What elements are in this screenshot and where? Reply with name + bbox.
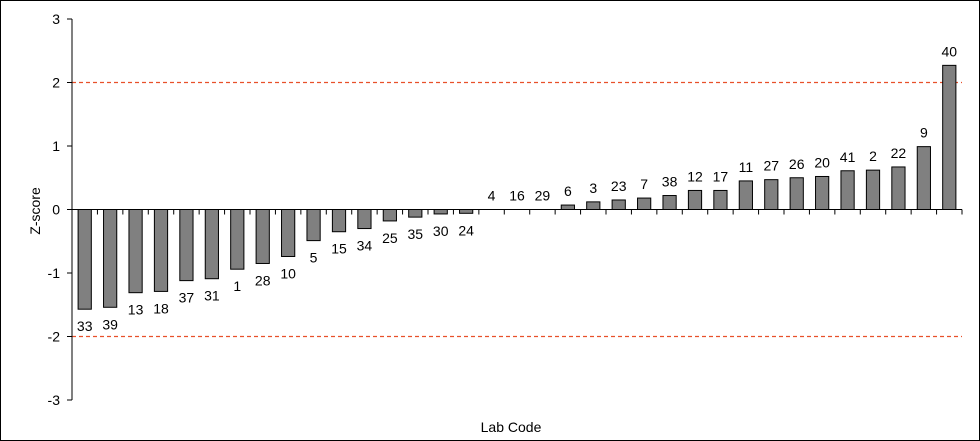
bar <box>713 189 728 210</box>
y-tick-label: -1 <box>48 265 61 281</box>
bar-data-label: 9 <box>920 125 928 141</box>
bar-data-label: 5 <box>310 250 318 266</box>
bar <box>942 64 957 211</box>
bar-data-label: 13 <box>128 302 144 318</box>
bar <box>865 169 881 211</box>
bar <box>891 166 906 210</box>
bar <box>459 209 474 214</box>
bar <box>357 209 372 230</box>
y-tick-label: -3 <box>48 392 61 408</box>
bar-data-label: 23 <box>611 178 627 194</box>
bar <box>153 209 169 292</box>
y-tick-label: -2 <box>48 329 61 345</box>
bar <box>560 204 575 210</box>
bar-data-label: 12 <box>687 168 703 184</box>
bar <box>230 209 245 270</box>
bar <box>815 175 830 210</box>
bar <box>281 209 296 257</box>
bar-data-label: 28 <box>255 272 271 288</box>
bar <box>764 179 779 210</box>
reference-lines <box>72 81 962 338</box>
bar-data-label: 17 <box>713 168 729 184</box>
bar <box>204 209 219 280</box>
bar <box>433 209 448 215</box>
bar-data-label: 38 <box>662 174 678 190</box>
bar-data-label: 4 <box>488 188 496 204</box>
bar <box>331 209 347 233</box>
bar <box>128 209 143 294</box>
bar-data-label: 10 <box>280 265 296 281</box>
bar-data-label: 26 <box>789 156 805 172</box>
bar-data-label: 29 <box>535 188 551 204</box>
bar-data-label: 2 <box>869 148 877 164</box>
bars <box>77 64 957 310</box>
bar <box>382 209 397 222</box>
bar <box>255 209 270 264</box>
bar-data-label: 16 <box>509 188 525 204</box>
bar-data-label: 35 <box>407 226 423 242</box>
x-axis-title: Lab Code <box>481 419 542 435</box>
bar <box>789 177 804 210</box>
bar <box>662 195 677 210</box>
bar-data-label: 31 <box>204 288 220 304</box>
bar <box>306 209 321 242</box>
bar <box>687 189 703 210</box>
bar-data-label: 34 <box>357 238 373 254</box>
bar <box>738 180 753 211</box>
bar <box>611 199 626 211</box>
y-axis-title: Z-score <box>27 187 43 235</box>
bar-data-label: 22 <box>891 145 907 161</box>
bar <box>179 209 194 282</box>
bar <box>840 170 855 210</box>
bar <box>77 209 92 310</box>
bar-data-label: 37 <box>179 290 195 306</box>
bar-data-label: 40 <box>941 43 957 59</box>
bar-data-label: 11 <box>739 159 754 175</box>
bar-data-label: 30 <box>433 223 449 239</box>
bar-data-label: 33 <box>77 318 93 334</box>
bar <box>916 146 931 210</box>
bar-data-label: 3 <box>589 180 597 196</box>
bar-data-label: 39 <box>102 316 118 332</box>
y-tick-label: 2 <box>52 75 60 91</box>
bar-data-label: 7 <box>640 176 648 192</box>
bar-data-label: 20 <box>814 154 830 170</box>
bar <box>637 197 652 211</box>
bar-data-label: 6 <box>564 183 572 199</box>
y-tick-label: 0 <box>52 202 60 218</box>
y-tick-label: 1 <box>52 138 60 154</box>
bar <box>586 201 601 211</box>
y-tick-label: 3 <box>52 11 60 27</box>
bar-data-label: 15 <box>331 241 347 257</box>
bar-data-label: 1 <box>233 278 241 294</box>
bar-data-label: 27 <box>763 158 779 174</box>
bar-data-label: 24 <box>458 222 474 238</box>
bar <box>103 209 118 308</box>
bar-data-label: 41 <box>840 149 856 165</box>
bar <box>408 209 423 218</box>
bar-data-label: 25 <box>382 230 398 246</box>
bar-data-label: 18 <box>153 300 169 316</box>
